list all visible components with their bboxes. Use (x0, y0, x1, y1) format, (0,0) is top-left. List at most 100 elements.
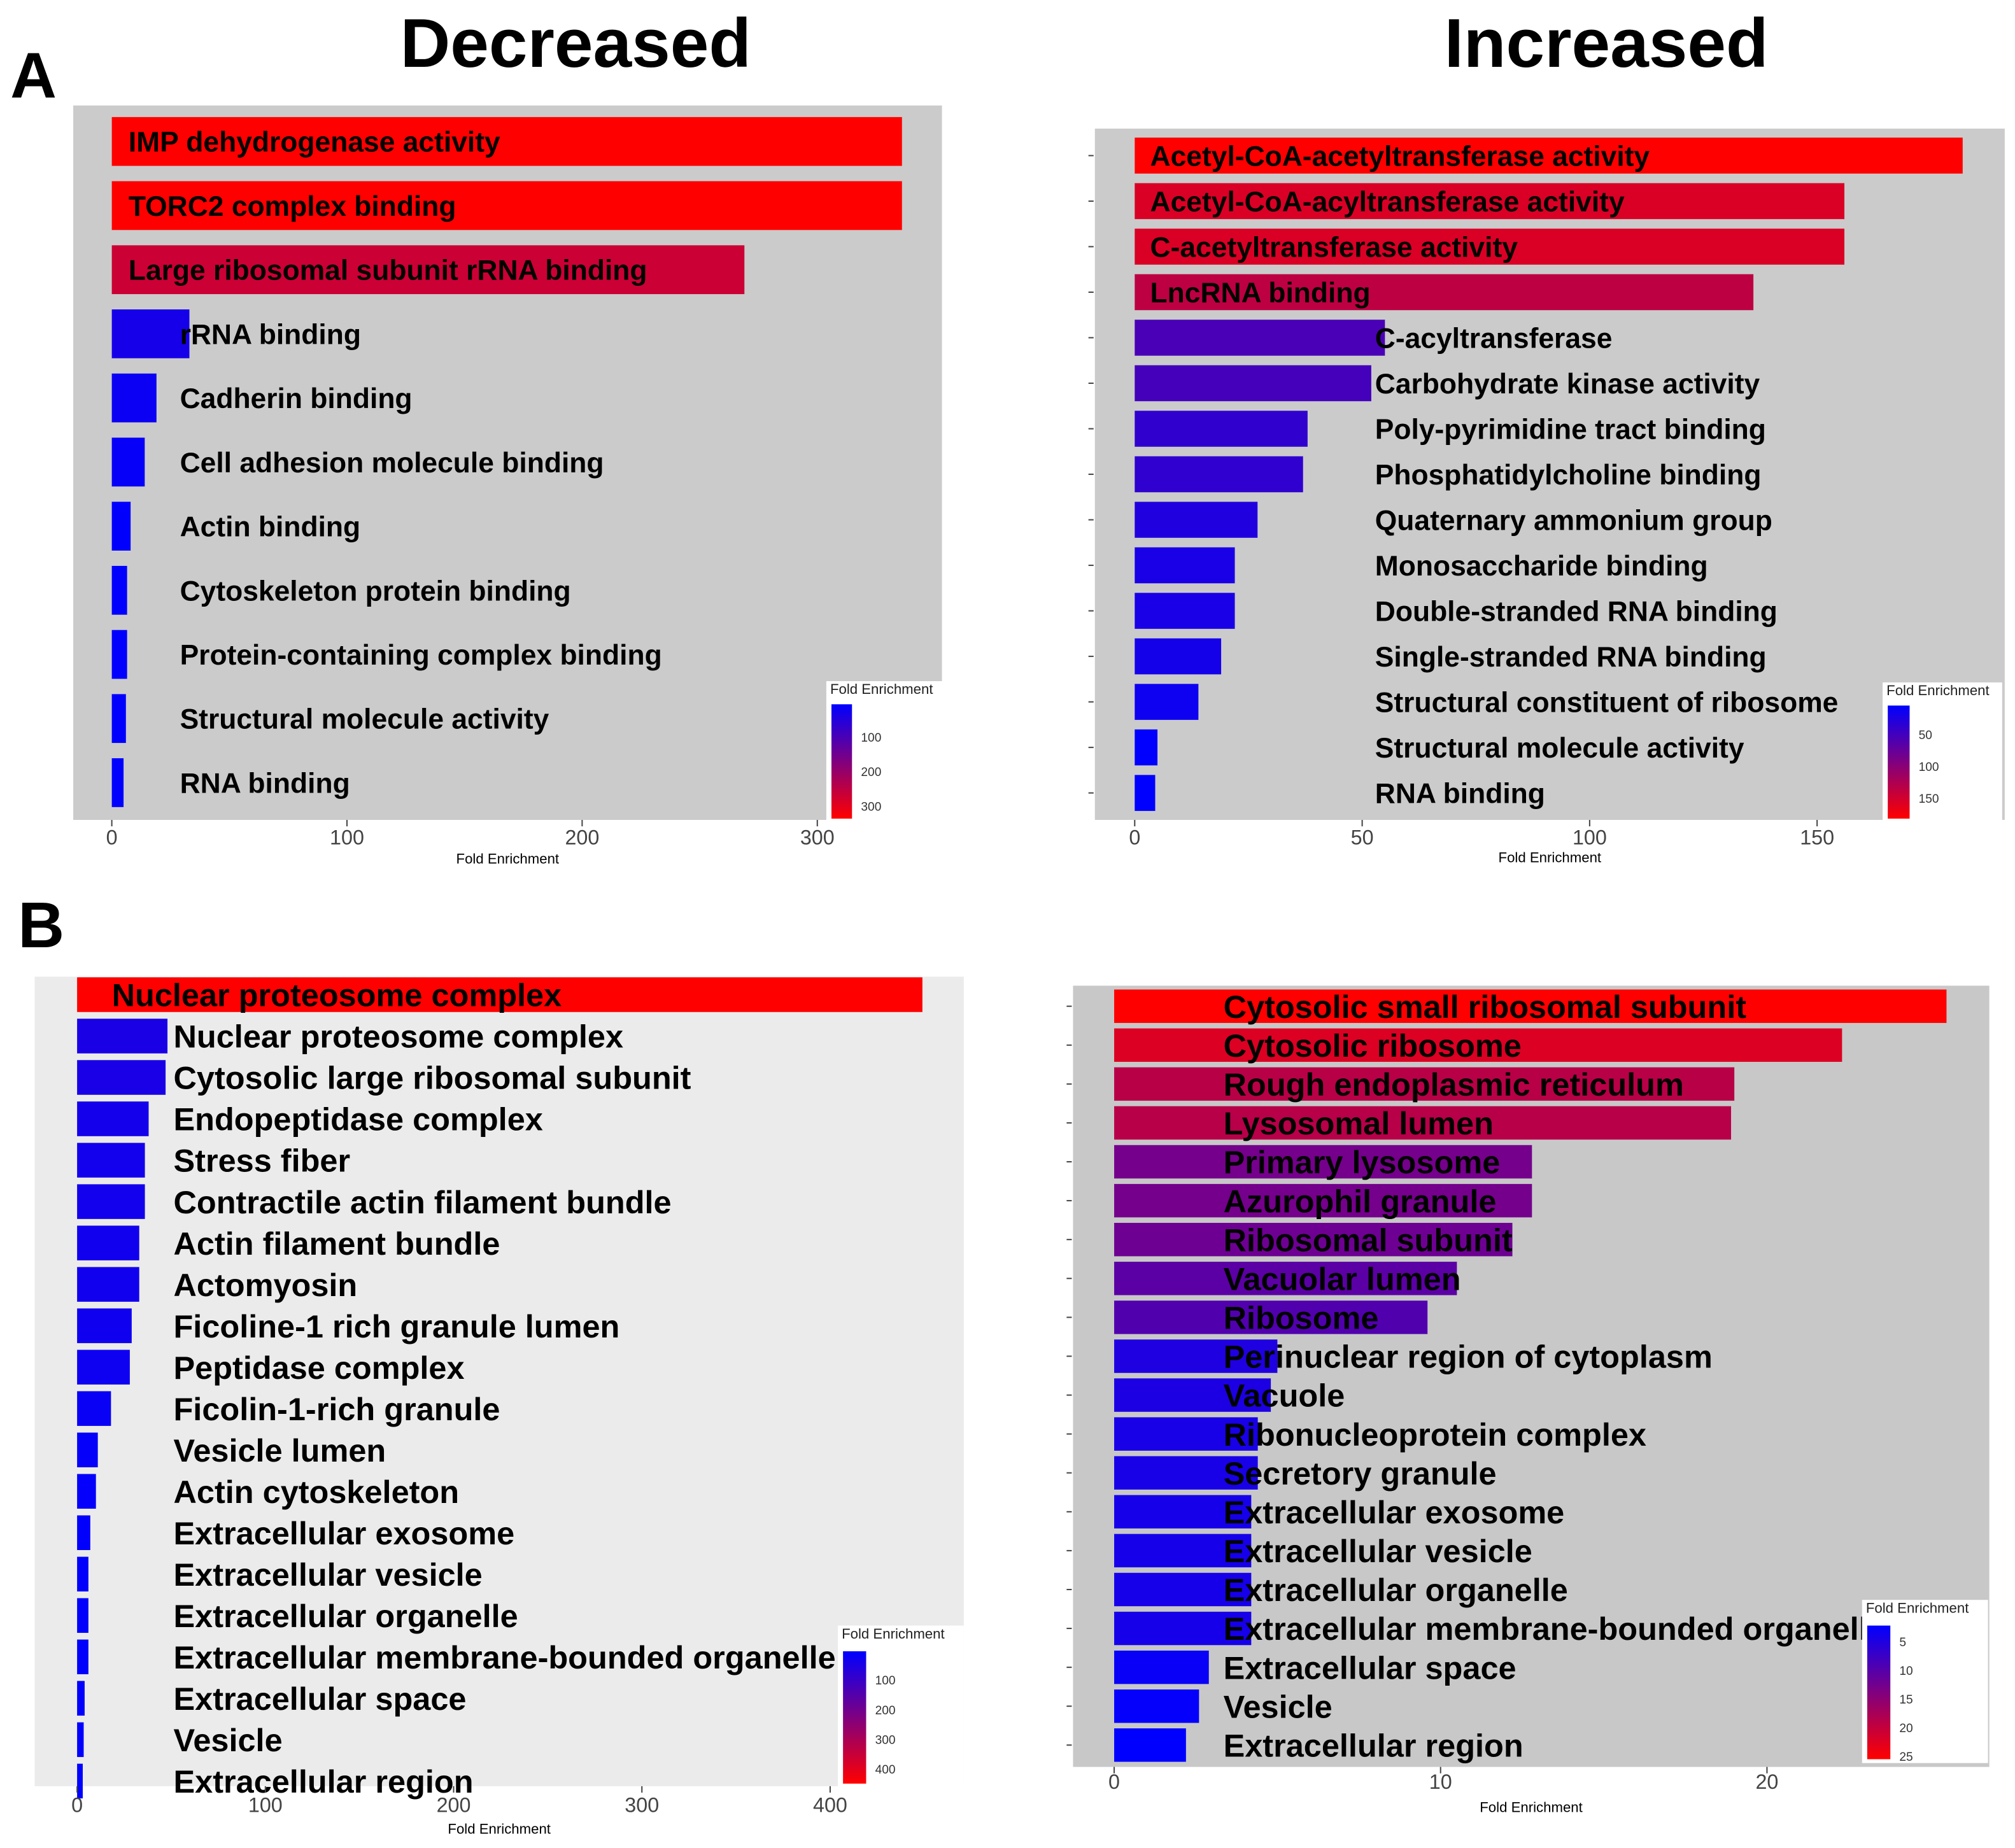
bar (1114, 1611, 1252, 1646)
bar (1135, 320, 1385, 356)
bar (77, 1267, 139, 1302)
x-tick-label: 100 (248, 1793, 283, 1816)
column-title-increased: Increased (1445, 4, 1769, 82)
bar (77, 1763, 83, 1799)
color-legend: Fold Enrichment 100 200 300 (826, 681, 945, 823)
bar (1114, 1339, 1278, 1373)
bar-label: Extracellular vesicle (1224, 1533, 1532, 1569)
x-tick-label: 400 (813, 1793, 847, 1816)
bar (1114, 1106, 1732, 1140)
bar-label: Perinuclear region of cytoplasm (1224, 1339, 1713, 1375)
chart-panel-a-decreased: IMP dehydrogenase activity TORC2 complex … (73, 105, 945, 867)
plot-background (1073, 985, 1990, 1767)
bar-label: RNA binding (1375, 779, 1545, 810)
legend-title: Fold Enrichment (1886, 682, 1990, 698)
bar (1135, 638, 1222, 675)
bar-label: Vesicle (1224, 1688, 1333, 1725)
bar (111, 565, 127, 615)
x-axis-title: Fold Enrichment (1480, 1799, 1583, 1815)
bar-label: Vesicle lumen (173, 1432, 386, 1469)
bar-label: Contractile actin filament bundle (173, 1184, 671, 1220)
chart-panel-a-increased: Acetyl-CoA-acetyltransferase activity Ace… (1088, 129, 2005, 866)
bar (1135, 274, 1754, 311)
legend-tick-label: 300 (875, 1733, 896, 1747)
x-tick-label: 100 (1573, 826, 1607, 849)
bar (1114, 1417, 1258, 1451)
bar-label: Nuclear proteosome complex (173, 1019, 623, 1055)
bar-label: Cell adhesion molecule binding (180, 448, 604, 479)
bar (77, 1474, 96, 1509)
color-legend: Fold Enrichment 100 200 300 400 (838, 1625, 964, 1786)
bar-label: Carbohydrate kinase activity (1375, 369, 1760, 400)
bar (77, 1184, 145, 1219)
bar-label: Cytosolic large ribosomal subunit (173, 1060, 691, 1096)
bar (77, 1143, 145, 1178)
legend-tick-label: 150 (1919, 793, 1939, 806)
bar-label: Extracellular organelle (173, 1598, 518, 1634)
bar-label: Vesicle (173, 1722, 282, 1758)
legend-tick-label: 200 (861, 766, 881, 779)
bar-label: Primary lysosome (1224, 1144, 1501, 1180)
bar-label: Extracellular exosome (1224, 1494, 1565, 1530)
legend-tick-label: 200 (875, 1704, 896, 1718)
x-tick-label: 0 (1129, 826, 1140, 849)
legend-tick-label: 10 (1899, 1665, 1912, 1678)
bar (1135, 365, 1371, 402)
bar (1114, 1262, 1457, 1295)
bar-label: Actin binding (180, 512, 361, 543)
bar-label: Large ribosomal subunit rRNA binding (129, 255, 647, 286)
bar (111, 309, 190, 358)
bar-label: C-acetyltransferase activity (1150, 232, 1518, 263)
bar-label: Actin filament bundle (173, 1225, 500, 1262)
bar (77, 1060, 166, 1095)
bar-label: Stress fiber (173, 1143, 350, 1179)
x-tick-label: 100 (330, 826, 364, 849)
bar-label: Peptidase complex (173, 1350, 464, 1386)
bar-label: Extracellular exosome (173, 1515, 514, 1551)
x-tick-label: 50 (1351, 826, 1374, 849)
bar (1135, 411, 1308, 447)
bar-label: Secretory granule (1224, 1455, 1497, 1492)
bar-label: Structural molecule activity (180, 704, 549, 735)
legend-tick-label: 400 (875, 1763, 896, 1777)
bar-label: Extracellular space (173, 1681, 466, 1717)
bar (1114, 1650, 1209, 1684)
bar-label: Vacuolar lumen (1224, 1260, 1461, 1297)
bar (77, 1556, 88, 1592)
bar-label: Ficoline-1 rich granule lumen (173, 1308, 619, 1344)
bar (1114, 1028, 1842, 1062)
bar-label: Structural constituent of ribosome (1375, 688, 1839, 719)
bar (111, 502, 131, 551)
bar (1114, 1067, 1735, 1101)
bar (1114, 1534, 1252, 1568)
legend-tick-label: 50 (1919, 729, 1932, 742)
legend-title: Fold Enrichment (842, 1626, 945, 1642)
bar-label: Rough endoplasmic reticulum (1224, 1066, 1684, 1103)
x-tick-label: 300 (800, 826, 835, 849)
x-axis-title: Fold Enrichment (448, 1821, 551, 1837)
bar (77, 1391, 111, 1426)
bar (1114, 1145, 1532, 1179)
x-tick-label: 200 (437, 1793, 471, 1816)
bar-label: Cytoskeleton protein binding (180, 575, 571, 607)
bar (1114, 1378, 1271, 1412)
legend-tick-label: 25 (1899, 1751, 1912, 1764)
legend-tick-label: 100 (861, 731, 881, 745)
bar-label: Single-stranded RNA binding (1375, 642, 1767, 673)
legend-title: Fold Enrichment (1866, 1600, 1969, 1616)
bar (77, 1019, 168, 1054)
plot-background (34, 977, 964, 1786)
bar-label: Extracellular vesicle (173, 1556, 482, 1593)
bar-label: Extracellular membrane-bounded organelle (1224, 1611, 1886, 1647)
bar (1114, 1689, 1199, 1723)
bar (1135, 456, 1303, 493)
bar-label: Extracellular space (1224, 1649, 1517, 1686)
x-tick-label: 150 (1800, 826, 1834, 849)
bar (1114, 1495, 1252, 1529)
bar (1135, 775, 1156, 811)
legend-tick-label: 100 (1919, 761, 1939, 774)
bar-label: RNA binding (180, 768, 350, 799)
legend-colorbar (831, 704, 852, 819)
bar-label: IMP dehydrogenase activity (129, 127, 500, 158)
x-axis-title: Fold Enrichment (1499, 850, 1602, 866)
